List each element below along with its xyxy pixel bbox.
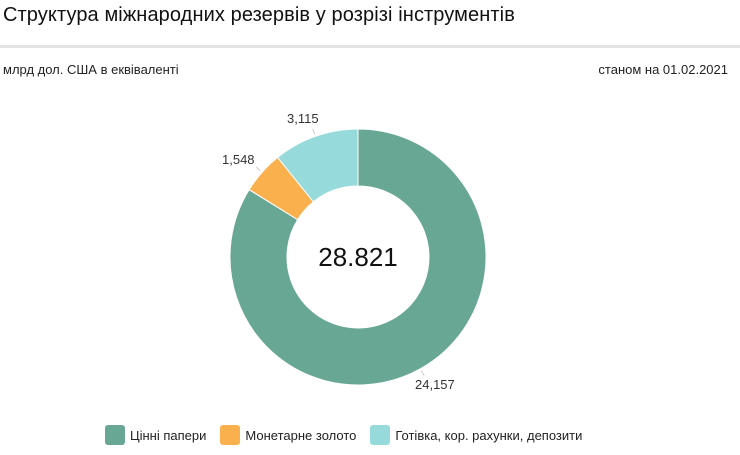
date-label: станом на 01.02.2021 (598, 62, 728, 77)
label-securities: 24,157 (415, 377, 455, 392)
leader-line-gold (255, 166, 261, 172)
label-gold: 1,548 (222, 152, 255, 167)
slice-cash[interactable] (276, 128, 359, 203)
donut-slices (229, 128, 487, 386)
label-cash: 3,115 (287, 111, 319, 126)
slice-securities[interactable] (229, 128, 487, 386)
unit-label: млрд дол. США в еквіваленті (3, 62, 179, 77)
label-leaders (255, 128, 425, 377)
legend-label: Цінні папери (130, 427, 207, 443)
donut-chart: 28.821 24,157 1,548 3,115 (222, 111, 487, 392)
chart-title: Структура міжнародних резервів у розрізі… (3, 4, 515, 26)
legend-item-securities[interactable]: Цінні папери (105, 425, 206, 445)
legend-swatch-securities (105, 425, 125, 445)
legend-label: Готівка, кор. рахунки, депозити (395, 427, 583, 443)
legend-label: Монетарне золото (245, 427, 357, 443)
legend-item-cash[interactable]: Готівка, кор. рахунки, депозити (370, 425, 582, 445)
legend: Цінні папери Монетарне золото Готівка, к… (105, 425, 596, 445)
leader-line-cash (312, 128, 316, 135)
legend-swatch-gold (220, 425, 241, 445)
leader-line-securities (420, 370, 425, 377)
legend-swatch-cash (370, 425, 391, 445)
header-divider (0, 45, 740, 48)
legend-item-gold[interactable]: Монетарне золото (220, 425, 356, 445)
center-total: 28.821 (318, 242, 398, 272)
